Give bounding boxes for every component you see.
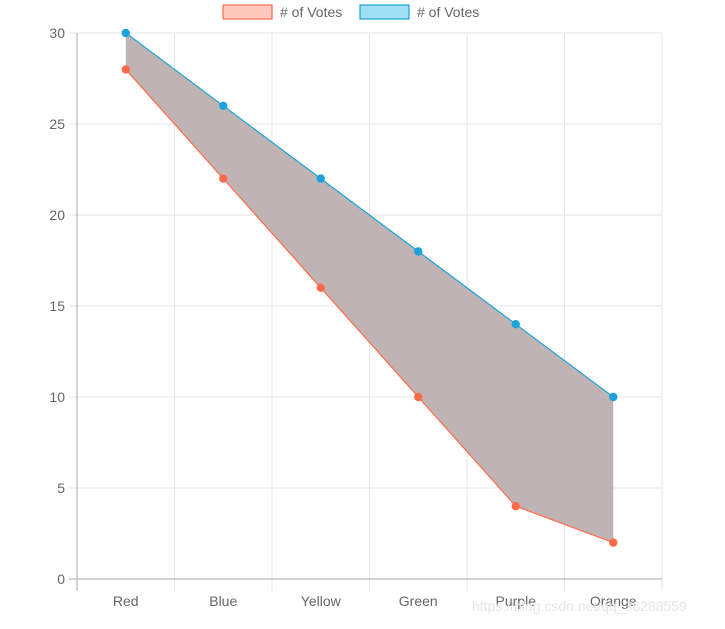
x-tick-label: Green bbox=[399, 593, 438, 609]
series-1-point bbox=[316, 283, 325, 292]
series-2-point bbox=[316, 174, 325, 183]
label-layer: 0 5 10 15 20 25 30 Red Blue Yellow Green Purple Oran… bbox=[49, 25, 636, 609]
series-2-point bbox=[414, 247, 423, 256]
series-1-point bbox=[609, 538, 618, 547]
legend: # of Votes # of Votes bbox=[222, 4, 479, 20]
y-tick-label: 0 bbox=[57, 571, 65, 587]
series-1-point bbox=[414, 392, 423, 402]
legend-swatch bbox=[359, 4, 410, 20]
axis-layer bbox=[69, 33, 662, 591]
x-tick-label: Yellow bbox=[301, 593, 342, 609]
series-1-point bbox=[121, 65, 130, 74]
y-tick-label: 25 bbox=[49, 116, 65, 132]
series-layer bbox=[121, 28, 618, 547]
y-tick-label: 10 bbox=[49, 389, 65, 405]
x-tick-label: Orange bbox=[590, 593, 637, 609]
series-2-line bbox=[125, 32, 614, 398]
y-tick-label: 20 bbox=[49, 207, 65, 223]
series-1-line bbox=[125, 69, 614, 544]
watermark-text: https://blog.csdn.net/qq_36288559 bbox=[472, 598, 687, 614]
y-tick-label: 5 bbox=[57, 480, 65, 496]
series-2-point bbox=[121, 28, 130, 38]
x-tick-label: Blue bbox=[209, 593, 237, 609]
y-tick-label: 15 bbox=[49, 298, 65, 314]
legend-label: # of Votes bbox=[280, 4, 342, 20]
x-tick-label: Purple bbox=[496, 593, 537, 609]
series-1-point bbox=[511, 502, 520, 511]
series-2-point bbox=[609, 392, 618, 402]
series-2-point bbox=[511, 320, 520, 329]
y-tick-label: 30 bbox=[49, 25, 65, 41]
legend-swatch bbox=[222, 4, 273, 20]
series-2-point bbox=[219, 101, 228, 111]
area-layer bbox=[125, 33, 614, 543]
x-tick-label: Red bbox=[113, 593, 139, 609]
legend-label: # of Votes bbox=[417, 4, 479, 20]
series-1-point bbox=[219, 174, 228, 183]
area-fill-between bbox=[125, 33, 614, 543]
